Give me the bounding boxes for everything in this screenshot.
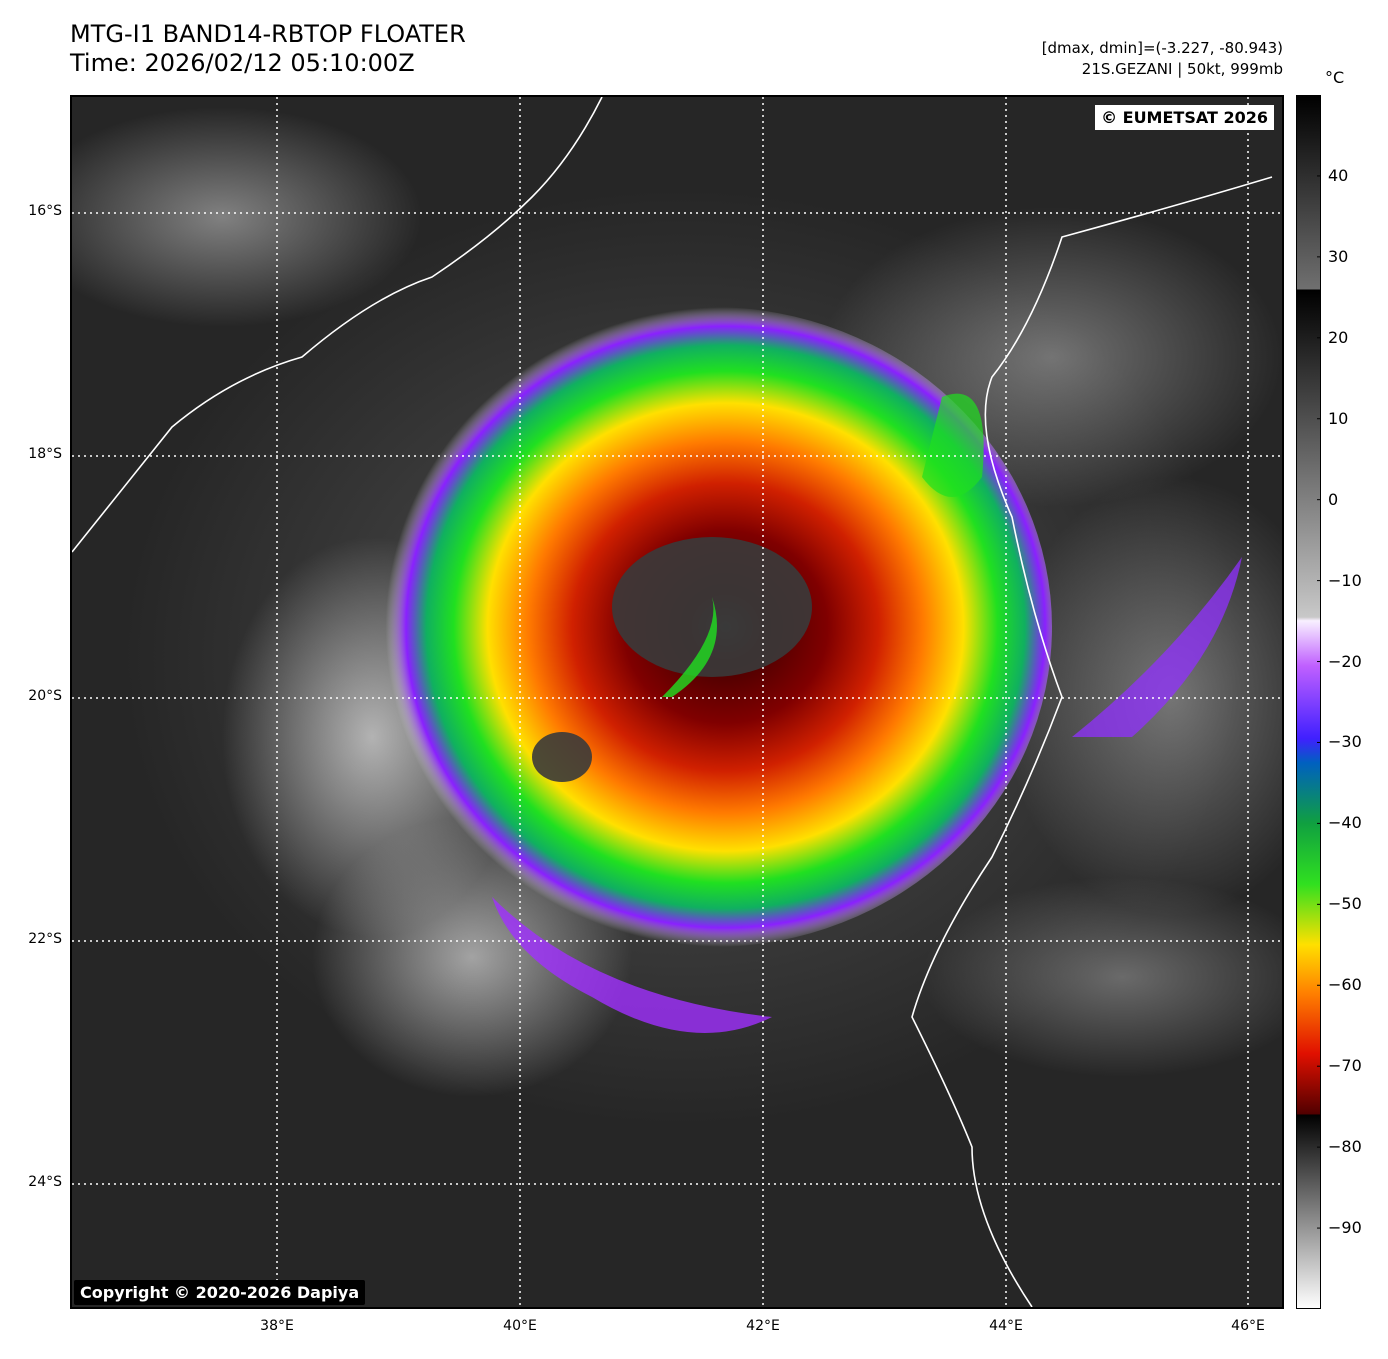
colorbar-tick-label: 30: [1328, 246, 1349, 266]
colorbar-tick-label: −40: [1328, 813, 1362, 833]
eumetsat-credit: © EUMETSAT 2026: [1095, 105, 1274, 130]
lat-label-16s: 16°S: [28, 203, 62, 219]
lon-label-38e: 38°E: [260, 1318, 294, 1334]
lat-label-24s: 24°S: [28, 1174, 62, 1190]
lon-label-44e: 44°E: [989, 1318, 1023, 1334]
satellite-map: © EUMETSAT 2026 Copyright © 2020-2026 Da…: [70, 95, 1284, 1309]
storm-details: 21S.GEZANI | 50kt, 999mb: [1081, 60, 1283, 78]
copyright-notice: Copyright © 2020-2026 Dapiya: [74, 1280, 366, 1305]
colorbar-tick-label: −50: [1328, 894, 1362, 914]
colorbar-tick-label: −60: [1328, 975, 1362, 995]
colorbar-unit: °C: [1325, 68, 1345, 87]
colorbar-tick-label: 10: [1328, 408, 1349, 428]
title-time: Time: 2026/02/12 05:10:00Z: [70, 49, 415, 77]
satellite-imagery: [72, 97, 1282, 1307]
colorbar-tick-label: 20: [1328, 327, 1349, 347]
colorbar-tick-label: −10: [1328, 570, 1362, 590]
colorbar: [1296, 95, 1321, 1309]
lat-label-18s: 18°S: [28, 446, 62, 462]
lon-label-40e: 40°E: [503, 1318, 537, 1334]
colorbar-tick-label: −80: [1328, 1137, 1362, 1157]
lat-label-20s: 20°S: [28, 688, 62, 704]
colorbar-tick-label: −20: [1328, 651, 1362, 671]
colorbar-tick-label: 40: [1328, 165, 1349, 185]
lon-label-42e: 42°E: [746, 1318, 780, 1334]
colorbar-tick-label: −30: [1328, 732, 1362, 752]
title-product: MTG-I1 BAND14-RBTOP FLOATER: [70, 20, 466, 48]
colorbar-tick-label: 0: [1328, 489, 1339, 509]
colorbar-tick-label: −90: [1328, 1218, 1362, 1238]
lat-label-22s: 22°S: [28, 931, 62, 947]
storm-info: [dmax, dmin]=(-3.227, -80.943) 21S.GEZAN…: [1042, 38, 1283, 80]
range-info: [dmax, dmin]=(-3.227, -80.943): [1041, 39, 1283, 57]
colorbar-tick-label: −70: [1328, 1056, 1362, 1076]
lon-label-46e: 46°E: [1231, 1318, 1265, 1334]
figure-title: MTG-I1 BAND14-RBTOP FLOATER Time: 2026/0…: [70, 20, 466, 78]
